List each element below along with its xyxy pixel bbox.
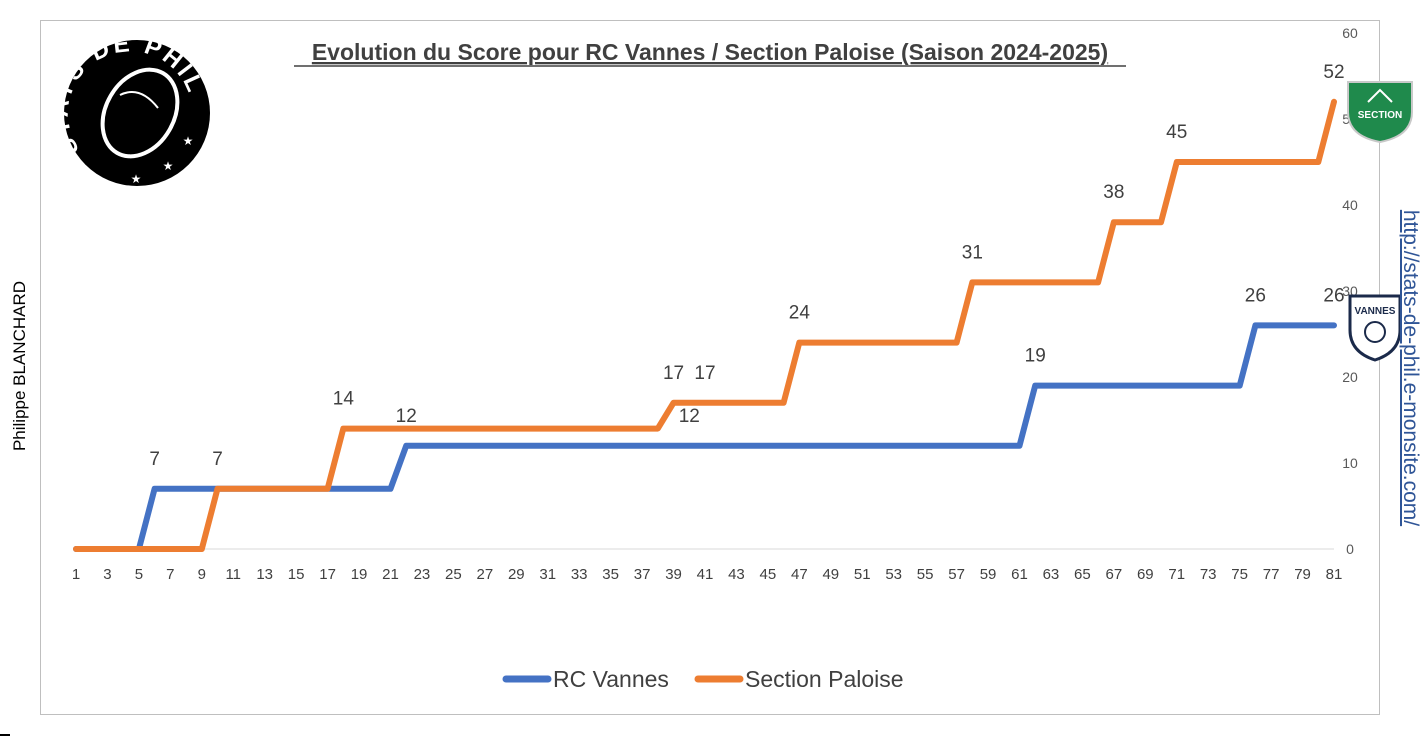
chart-frame [40, 20, 1380, 715]
data-label: 38 [1103, 182, 1124, 203]
team-badges: SECTION VANNES [1347, 81, 1413, 362]
x-axis: 1 3 5 7 9 11 13 15 17 19 21 23 25 27 29 31 33 35 37 39 41 43 4… [72, 548, 1343, 583]
y-tick-label: 60 [1342, 25, 1358, 41]
y-tick-label: 20 [1342, 369, 1358, 385]
x-tick-label: 79 [1294, 566, 1311, 583]
data-label: 17 [694, 363, 715, 384]
author-label: Philippe BLANCHARD [10, 280, 29, 452]
x-tick-label: 21 [382, 566, 399, 583]
legend: RC Vannes Section Paloise [502, 666, 904, 692]
x-tick-label: 29 [508, 566, 525, 583]
x-tick-label: 7 [166, 566, 174, 583]
x-tick-label: 11 [225, 566, 241, 583]
badge-mountain-icon [1367, 88, 1393, 103]
x-tick-label: 23 [414, 566, 431, 583]
x-tick-label: 71 [1168, 566, 1185, 583]
y-tick-label: 10 [1342, 455, 1358, 471]
data-label: 45 [1166, 122, 1187, 143]
x-tick-label: 45 [760, 566, 777, 583]
badge-emblem-icon [1364, 321, 1386, 343]
data-label: 26 [1323, 285, 1344, 306]
x-tick-label: 43 [728, 566, 745, 583]
x-tick-label: 81 [1326, 566, 1343, 583]
series-line-rc-vannes [73, 322, 1337, 552]
y-tick-label: 0 [1346, 541, 1354, 557]
y-tick-label: 40 [1342, 197, 1358, 213]
x-tick-label: 5 [135, 566, 143, 583]
x-tick-label: 27 [477, 566, 494, 583]
x-tick-label: 3 [103, 566, 111, 583]
star-icon: ★ [183, 134, 194, 148]
x-tick-label: 41 [697, 566, 714, 583]
data-label: 26 [1245, 285, 1266, 306]
data-label: 14 [333, 389, 355, 410]
x-tick-label: 37 [634, 566, 651, 583]
chart-title: Evolution du Score pour RC Vannes / Sect… [312, 39, 1108, 65]
x-tick-label: 57 [948, 566, 965, 583]
x-tick-label: 61 [1011, 566, 1028, 583]
x-tick-label: 67 [1106, 566, 1123, 583]
x-tick-label: 77 [1263, 566, 1280, 583]
x-tick-label: 53 [885, 566, 902, 583]
rc-vannes-badge-text: VANNES [1355, 306, 1396, 317]
x-tick-label: 9 [198, 566, 206, 583]
x-tick-label: 73 [1200, 566, 1217, 583]
x-tick-label: 15 [288, 566, 305, 583]
x-tick-label: 63 [1043, 566, 1060, 583]
rc-vannes-badge [1348, 294, 1402, 362]
x-tick-label: 47 [791, 566, 808, 583]
x-tick-label: 35 [602, 566, 619, 583]
x-tick-label: 13 [256, 566, 273, 583]
legend-label: Section Paloise [745, 666, 904, 692]
x-tick-label: 51 [854, 566, 871, 583]
data-label: 12 [396, 406, 417, 427]
x-tick-label: 31 [539, 566, 556, 583]
star-icon: ★ [163, 159, 174, 173]
website-link[interactable]: http://stats-de-phil.e-monsite.com/ [1399, 209, 1422, 527]
rugby-ball-icon [100, 67, 180, 159]
x-tick-label: 59 [980, 566, 997, 583]
legend-label: RC Vannes [553, 666, 669, 692]
data-label: 24 [789, 303, 811, 324]
series-group [73, 98, 1337, 552]
star-icon: ★ [131, 172, 142, 186]
x-tick-label: 55 [917, 566, 934, 583]
data-label: 52 [1323, 62, 1344, 83]
x-tick-label: 69 [1137, 566, 1154, 583]
data-label: 31 [962, 242, 983, 263]
x-tick-label: 75 [1231, 566, 1248, 583]
x-tick-label: 39 [665, 566, 682, 583]
x-tick-label: 33 [571, 566, 588, 583]
x-tick-label: 17 [319, 566, 336, 583]
data-labels: 7 12 12 19 26 26 7 14 17 17 24 31 38 45 52 [149, 62, 1344, 470]
x-tick-label: 65 [1074, 566, 1091, 583]
x-tick-label: 25 [445, 566, 462, 583]
stats-de-phil-logo: STATS DE PHIL★★★ [47, 30, 210, 186]
y-axis: 0102030405060 [1342, 25, 1358, 557]
data-label: 7 [212, 449, 223, 470]
corner-mark [0, 734, 10, 736]
series-line-section-paloise [73, 98, 1337, 552]
data-label: 7 [149, 449, 160, 470]
rugby-ball-seam [119, 91, 159, 109]
data-label: 17 [663, 363, 684, 384]
section-paloise-badge-text: SECTION [1358, 110, 1402, 121]
x-tick-label: 19 [351, 566, 368, 583]
data-label: 12 [679, 406, 700, 427]
data-label: 19 [1025, 346, 1046, 367]
x-tick-label: 49 [822, 566, 839, 583]
section-paloise-badge [1347, 81, 1413, 144]
x-tick-label: 1 [72, 566, 80, 583]
